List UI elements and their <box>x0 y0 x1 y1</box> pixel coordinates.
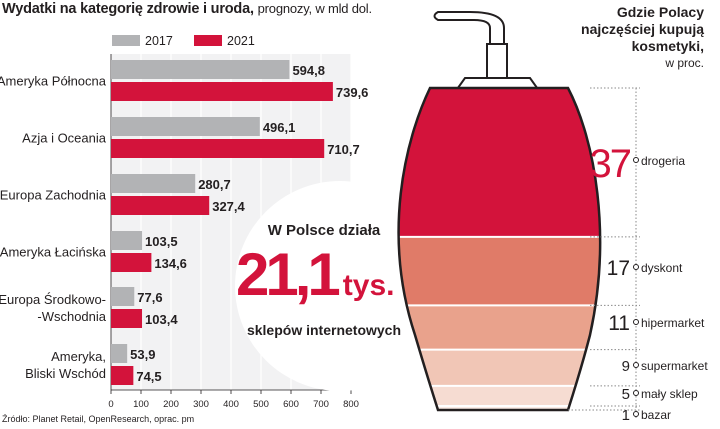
segment-value: 1 <box>622 407 630 424</box>
data-label-2021: 134,6 <box>154 256 187 271</box>
bottle-segment-hipermarket <box>398 305 601 351</box>
bottle-segment-dyskont <box>398 236 601 306</box>
bar-2017 <box>111 231 143 250</box>
category-label: Ameryka, <box>51 349 106 364</box>
data-label-2017: 103,5 <box>145 234 178 249</box>
chart-title-text: Wydatki na kategorię zdrowie i uroda, <box>2 1 254 17</box>
data-label-2017: 496,1 <box>263 120 296 135</box>
segment-value: 37 <box>590 142 631 186</box>
bar-2021 <box>111 196 210 215</box>
label-dot <box>633 157 639 163</box>
legend-swatch-2017 <box>112 35 140 46</box>
bottle-title-line-3: kosmetyki, <box>631 38 704 54</box>
chart-title: Wydatki na kategorię zdrowie i uroda, pr… <box>2 1 372 17</box>
segment-label: mały sklep <box>641 387 698 401</box>
segment-value: 9 <box>622 358 630 375</box>
category-label: Europa Zachodnia <box>0 188 107 203</box>
data-label-2017: 280,7 <box>198 177 231 192</box>
legend-item-2017: 2017 <box>112 34 173 48</box>
segment-value: 17 <box>607 257 630 280</box>
bottle-segment-supermarket <box>398 349 601 387</box>
data-label-2017: 594,8 <box>292 63 325 78</box>
segment-label: bazar <box>641 408 671 422</box>
x-tick-label: 400 <box>223 399 239 410</box>
pump-neck <box>486 43 508 79</box>
segment-label: drogeria <box>641 154 685 168</box>
x-tick-label: 800 <box>343 399 359 410</box>
bottle-title-line-2: najczęściej kupują <box>581 21 704 37</box>
bar-2017 <box>111 174 196 193</box>
segment-label: dyskont <box>641 261 683 275</box>
bottle-segments <box>398 88 601 410</box>
source-note: Źródło: Planet Retail, OpenResearch, opr… <box>2 414 195 424</box>
bottle-segment-drogeria <box>398 88 601 238</box>
x-tick-label: 100 <box>133 399 149 410</box>
data-label-2021: 710,7 <box>327 142 360 157</box>
chart-subtitle: prognozy, w mld dol. <box>257 1 372 16</box>
data-label-2017: 77,6 <box>137 290 162 305</box>
callout-circle <box>235 181 445 391</box>
category-label: -Wschodnia <box>37 309 106 324</box>
bar-2021 <box>111 309 143 328</box>
bottle-segment-mały-sklep <box>398 385 601 407</box>
segment-value: 11 <box>608 312 630 335</box>
pump-nozzle <box>433 11 505 47</box>
bar-2021 <box>111 366 134 385</box>
legend-swatch-2021 <box>194 35 222 46</box>
legend-item-2021: 2021 <box>194 34 255 48</box>
bar-2021 <box>111 139 325 158</box>
label-dot <box>633 411 639 417</box>
category-label: Europa Środkowo- <box>0 292 106 307</box>
category-label: Bliski Wschód <box>25 366 106 381</box>
data-label-2021: 739,6 <box>336 85 369 100</box>
bottle-segment-bazar <box>398 405 601 410</box>
data-label-2017: 53,9 <box>130 347 155 362</box>
label-dot <box>633 390 639 396</box>
segment-label: hipermarket <box>641 316 705 330</box>
segment-label: supermarket <box>641 359 708 373</box>
legend-label-2021: 2021 <box>227 34 255 48</box>
x-tick-label: 700 <box>313 399 329 410</box>
bar-2017 <box>111 344 128 363</box>
bar-2021 <box>111 253 152 272</box>
bottle-title: Gdzie Polacy najczęściej kupują kosmetyk… <box>581 4 704 72</box>
data-label-2021: 74,5 <box>136 369 161 384</box>
bar-2017 <box>111 117 260 136</box>
label-dot <box>633 264 639 270</box>
x-tick-label: 600 <box>283 399 299 410</box>
bar-2021 <box>111 82 333 101</box>
data-label-2021: 327,4 <box>212 199 245 214</box>
label-dot <box>633 319 639 325</box>
bar-2017 <box>111 60 290 79</box>
bottle-subtitle: w proc. <box>665 56 704 70</box>
x-tick-label: 500 <box>253 399 269 410</box>
category-label: Ameryka Łacińska <box>0 245 107 260</box>
legend-label-2017: 2017 <box>145 34 173 48</box>
x-tick-label: 300 <box>193 399 209 410</box>
category-label: Ameryka Północna <box>0 74 107 89</box>
data-label-2021: 103,4 <box>145 312 178 327</box>
x-tick-label: 0 <box>108 399 113 410</box>
category-label: Azja i Oceania <box>22 131 107 146</box>
bottle-title-line-1: Gdzie Polacy <box>616 4 704 20</box>
x-tick-label: 200 <box>163 399 179 410</box>
segment-value: 5 <box>622 386 630 403</box>
label-dot <box>633 362 639 368</box>
bar-2017 <box>111 287 135 306</box>
